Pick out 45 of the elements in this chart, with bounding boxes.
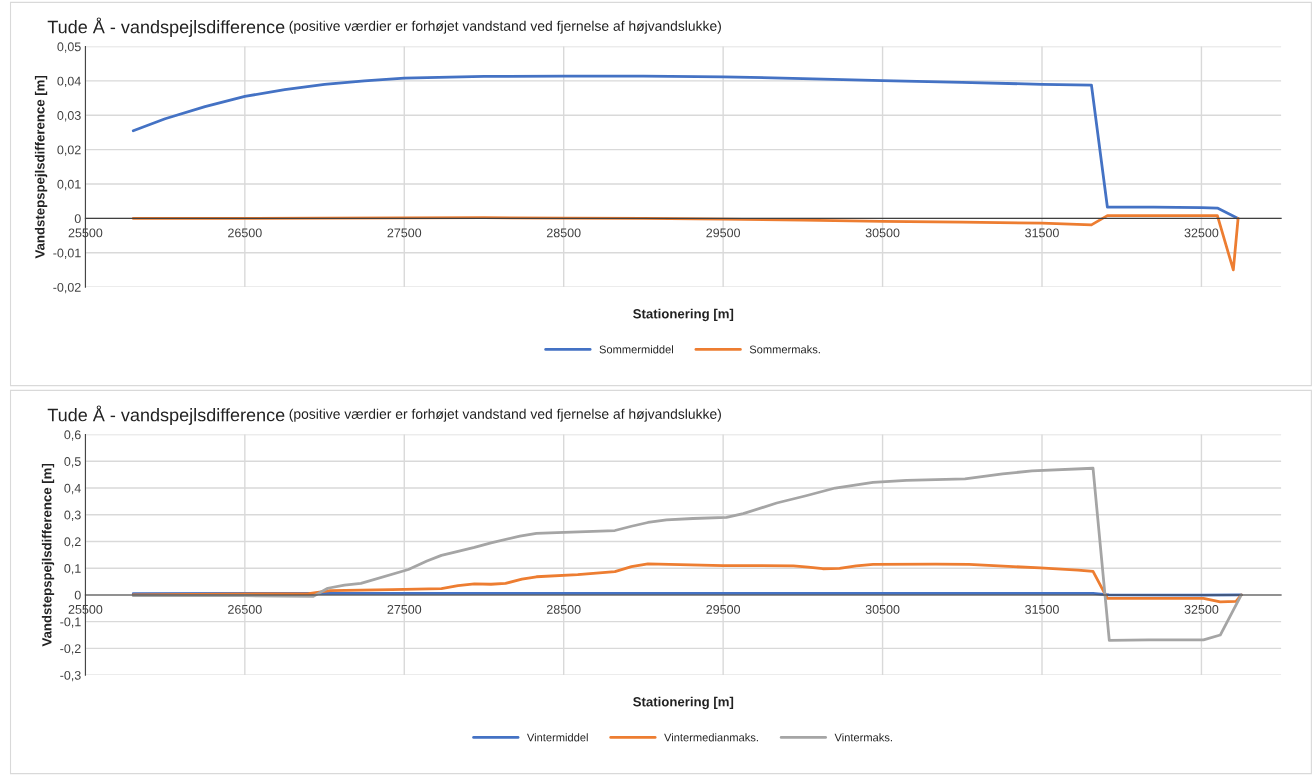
y-tick-label: -0,2 — [60, 644, 81, 655]
y-axis-title: Vandstepspejlsdifference [m] — [41, 463, 55, 647]
y-tick-label: 0,01 — [57, 179, 81, 191]
x-tick-label: 31500 — [1025, 604, 1059, 614]
y-tick-label: -0,01 — [53, 248, 81, 259]
y-tick-label: 0 — [74, 214, 81, 224]
y-tick-label: -0,3 — [60, 670, 81, 682]
y-tick-label: 0,1 — [64, 564, 81, 575]
x-axis-title: Stationering [m] — [633, 696, 734, 710]
chart-title: Tude Å - vandspejlsdifference — [47, 17, 285, 37]
x-tick-label: 26500 — [228, 604, 262, 614]
legend-label: Vintermedianmaks. — [664, 733, 758, 742]
x-tick-label: 27500 — [387, 604, 422, 614]
y-tick-label: 0,02 — [57, 145, 81, 156]
legend-label: Vintermiddel — [526, 733, 588, 742]
x-tick-label: 30500 — [865, 604, 900, 614]
x-tick-label: 29500 — [706, 228, 741, 238]
legend-label: Sommermaks. — [749, 345, 820, 354]
x-tick-label: 26500 — [228, 228, 262, 238]
y-tick-label: 0,5 — [64, 457, 81, 468]
y-tick-label: 0,3 — [64, 510, 81, 521]
x-axis-title: Stationering [m] — [633, 308, 734, 322]
x-tick-label: 29500 — [706, 604, 741, 614]
x-tick-label: 32500 — [1184, 228, 1219, 238]
y-axis-title: Vandstepspejlsdifference [m] — [34, 75, 48, 259]
y-tick-label: -0,1 — [60, 617, 81, 628]
x-tick-label: 30500 — [865, 228, 900, 238]
legend-label: Vintermaks. — [834, 733, 892, 742]
y-tick-label: 0,2 — [64, 537, 81, 548]
x-tick-label: 28500 — [546, 604, 581, 614]
y-tick-label: 0,05 — [57, 42, 81, 53]
y-tick-label: 0 — [74, 590, 81, 600]
y-tick-label: 0,04 — [57, 76, 81, 88]
x-tick-label: 27500 — [387, 228, 422, 238]
legend-label: Sommermiddel — [599, 345, 673, 354]
x-tick-label: 32500 — [1184, 604, 1219, 614]
y-tick-label: 0,6 — [64, 430, 81, 441]
y-tick-label: 0,03 — [57, 111, 81, 122]
y-tick-label: -0,02 — [53, 282, 81, 294]
x-tick-label: 28500 — [546, 228, 581, 238]
chart-title: Tude Å - vandspejlsdifference — [47, 405, 285, 425]
chart-subtitle: (positive værdier er forhøjet vandstand ved fjernelse af højvandslukke) — [289, 408, 721, 422]
chart-subtitle: (positive værdier er forhøjet vandstand ved fjernelse af højvandslukke) — [289, 20, 721, 34]
x-tick-label: 31500 — [1025, 228, 1059, 238]
y-tick-label: 0,4 — [64, 483, 81, 495]
